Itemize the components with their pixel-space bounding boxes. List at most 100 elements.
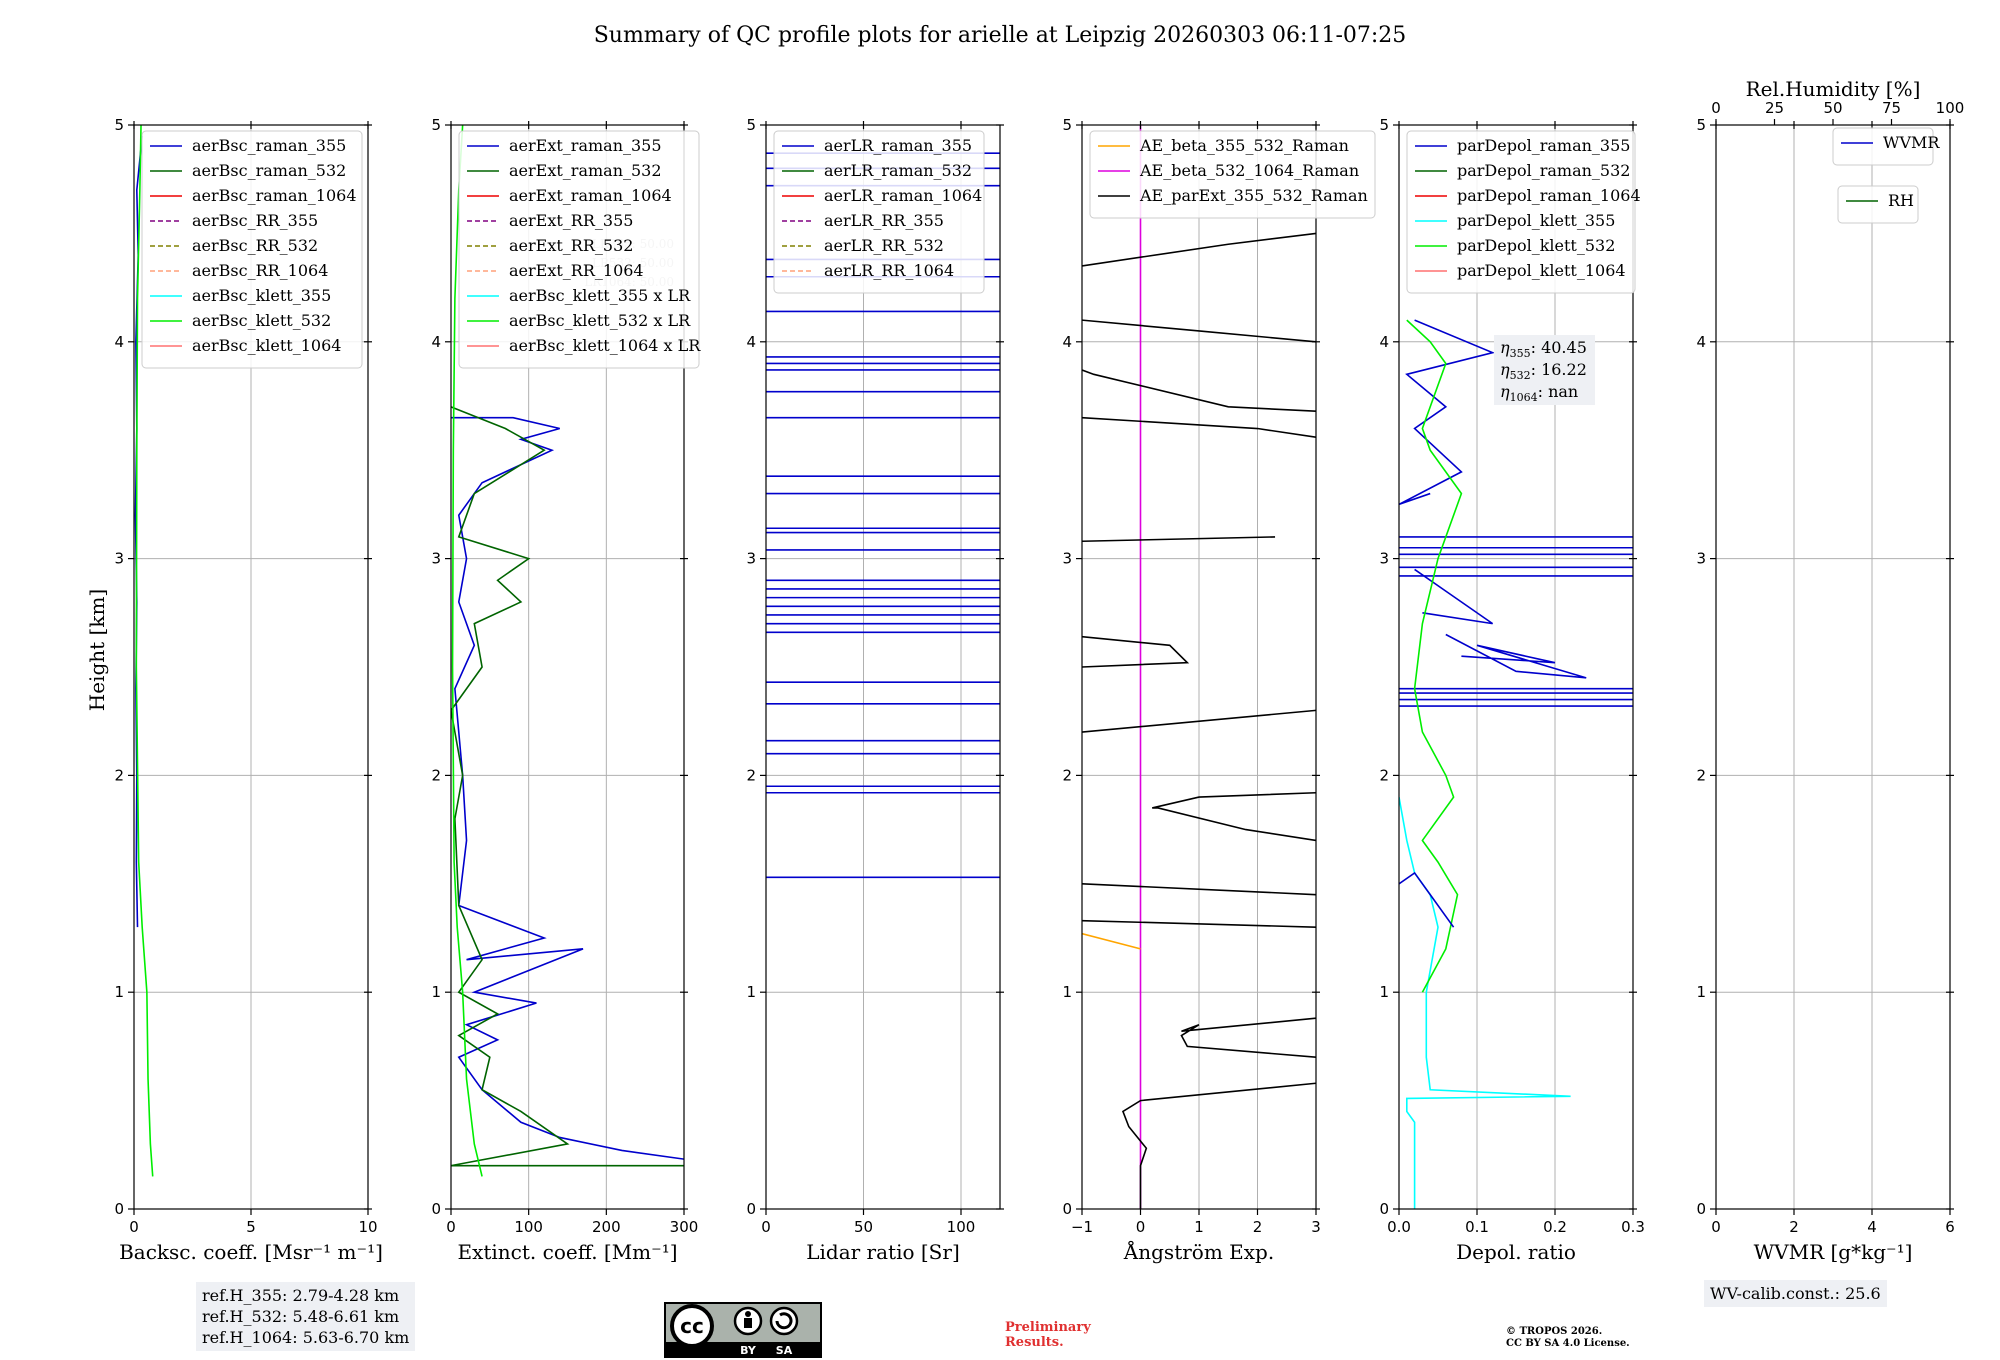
panel-wv: 0 2 4 6 0 1 2 3 4 5 WVMR [g*kg⁻¹] 0 25 50 75 100 Rel.Hum… (1696, 77, 1964, 1264)
preliminary-line-2: Results. (1005, 1335, 1064, 1350)
legend-label: AE_parExt_355_532_Raman (1139, 186, 1368, 205)
legend: aerLR_raman_355 aerLR_raman_532 aerLR_rama… (773, 130, 985, 294)
series-aerBsc_klett_532 (135, 125, 154, 1177)
legend-label: aerBsc_klett_355 x LR (509, 286, 691, 305)
axes-frame (765, 124, 1001, 1210)
y-tick-label: 5 (746, 116, 756, 134)
legend: WVMR (1832, 127, 1940, 166)
wv-calib-text: WV-calib.const.: 25.6 (1710, 1284, 1881, 1303)
annotation-line: η355: 40.45 (1500, 338, 1587, 360)
wv-calib-box: WV-calib.const.: 25.6 (1704, 1280, 1887, 1307)
y-tick-label: 1 (1062, 983, 1072, 1001)
y-axis-label: Height [km] (85, 589, 109, 711)
legend-label: AE_beta_532_1064_Raman (1139, 161, 1359, 180)
legend-label: aerLR_RR_1064 (824, 261, 954, 280)
y-tick-label: 1 (431, 983, 441, 1001)
y-tick-label: 5 (1062, 116, 1072, 134)
legend-label: parDepol_raman_532 (1457, 161, 1630, 180)
x-tick-label: 0 (129, 1218, 139, 1236)
legend-label: aerBsc_raman_1064 (192, 186, 357, 205)
legend-label: aerExt_RR_532 (509, 236, 633, 255)
series-AE_parExt_355_532_Raman_f (1082, 709, 1316, 733)
plot-area (451, 125, 684, 1177)
x-axis-label: Ångström Exp. (1123, 1239, 1274, 1264)
legend-label: aerBsc_klett_532 (192, 311, 331, 330)
annotation-line: η532: 16.22 (1500, 360, 1587, 382)
series-AE_parExt_355_532_Raman_e (1152, 791, 1316, 842)
y-tick-label: 2 (1062, 766, 1072, 784)
y-tick-label: 4 (1062, 333, 1072, 351)
x-tick-label: 0.2 (1543, 1218, 1567, 1236)
x-tick-label: 0 (761, 1218, 771, 1236)
legend-label: aerBsc_klett_355 (192, 286, 331, 305)
x-tick-label: 0 (1136, 1218, 1146, 1236)
plot-area (1082, 125, 1316, 1209)
legend-label: aerLR_RR_355 (824, 211, 944, 230)
x2-tick-label: 25 (1765, 99, 1784, 117)
y-tick-label: 1 (1696, 983, 1706, 1001)
legend-label: RH (1888, 191, 1914, 210)
legend-frame (773, 130, 985, 294)
x-axis-label: Extinct. coeff. [Mm⁻¹] (457, 1240, 677, 1264)
axes-frame (450, 124, 685, 1210)
x-tick-label: 4 (1867, 1218, 1877, 1236)
legend-label: parDepol_klett_355 (1457, 211, 1615, 230)
x-axis-label: Depol. ratio (1456, 1240, 1576, 1264)
y-tick-label: 2 (746, 766, 756, 784)
x-tick-label: 100 (947, 1218, 976, 1236)
legend-frame (1832, 127, 1934, 166)
y-tick-label: 1 (114, 983, 124, 1001)
legend-label: parDepol_raman_355 (1457, 136, 1630, 155)
series-aerExt_raman_532 (451, 406, 684, 1167)
x-tick-label: 300 (670, 1218, 699, 1236)
trace-355-segment (1399, 319, 1496, 506)
legend: AE_beta_355_532_Raman AE_beta_532_1064_Ra… (1089, 130, 1376, 219)
share-alike-icon (769, 1306, 799, 1336)
y-tick-label: 4 (1379, 333, 1389, 351)
x-tick-label: 10 (358, 1218, 377, 1236)
x-tick-label: 200 (592, 1218, 621, 1236)
y-tick-label: 0 (114, 1200, 124, 1218)
legend-label: aerLR_raman_355 (824, 136, 972, 155)
legend-label: WVMR (1883, 133, 1940, 152)
legend: aerExt_raman_355 aerExt_raman_532 aerExt_r… (458, 130, 701, 369)
x-tick-label: 0.1 (1465, 1218, 1489, 1236)
legend-label: parDepol_raman_1064 (1457, 186, 1641, 205)
reference-heights-box: ref.H_355: 2.79-4.28 km ref.H_532: 5.48-… (196, 1282, 416, 1351)
legend-label: aerLR_raman_532 (824, 161, 972, 180)
plot-area (134, 125, 154, 1177)
x-tick-label: 50 (854, 1218, 873, 1236)
by-label: BY (740, 1344, 757, 1357)
x-tick-label: 6 (1945, 1218, 1955, 1236)
x2-tick-label: 50 (1823, 99, 1842, 117)
x-tick-label: 5 (246, 1218, 256, 1236)
legend-frame (1089, 130, 1376, 219)
panel-bsc: 0 5 10 0 1 2 3 4 5 Backsc. coeff. [Msr⁻¹ m⁻¹] aerB… (114, 116, 382, 1264)
x-tick-label: 1 (1194, 1218, 1204, 1236)
copyright-note: © TROPOS 2026. CC BY SA 4.0 License. (1506, 1326, 1630, 1350)
y-tick-label: 0 (1062, 1200, 1072, 1218)
series-AE_parExt_355_532_Raman_j (1082, 369, 1316, 412)
x-axis-label: WVMR [g*kg⁻¹] (1754, 1240, 1913, 1264)
series-AE_parExt_355_532_Raman_k (1082, 319, 1316, 343)
copyright-line-2: CC BY SA 4.0 License. (1506, 1338, 1630, 1349)
x2-tick-label: 0 (1711, 99, 1721, 117)
legend-label: aerLR_RR_532 (824, 236, 944, 255)
cc-by-sa-license-badge: cc BY SA (664, 1302, 822, 1358)
series-AE_parExt_355_532_Raman_g (1082, 635, 1190, 668)
preliminary-line-1: Preliminary (1005, 1320, 1091, 1335)
x2-axis-label: Rel.Humidity [%] (1746, 77, 1921, 101)
y-tick-label: 2 (431, 766, 441, 784)
panel-lr: 0 50 100 0 1 2 3 4 5 Lidar ratio [Sr] aerLR_raman_… (746, 116, 1004, 1264)
series-AE_beta_355_532_Raman (1082, 932, 1141, 950)
series-parDepol_klett_355 (1399, 796, 1571, 1209)
legend-label: aerBsc_RR_532 (192, 236, 318, 255)
legend-label: aerBsc_raman_355 (192, 136, 346, 155)
y-tick-label: 5 (431, 116, 441, 134)
series-AE_parExt_355_532_Raman_i (1082, 416, 1316, 438)
legend-label: parDepol_klett_532 (1457, 236, 1615, 255)
preliminary-results-note: Preliminary Results. (1005, 1320, 1091, 1350)
